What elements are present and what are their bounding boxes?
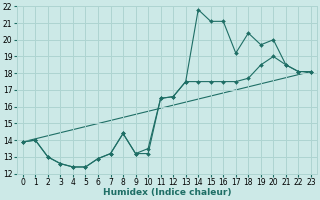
X-axis label: Humidex (Indice chaleur): Humidex (Indice chaleur) — [103, 188, 231, 197]
